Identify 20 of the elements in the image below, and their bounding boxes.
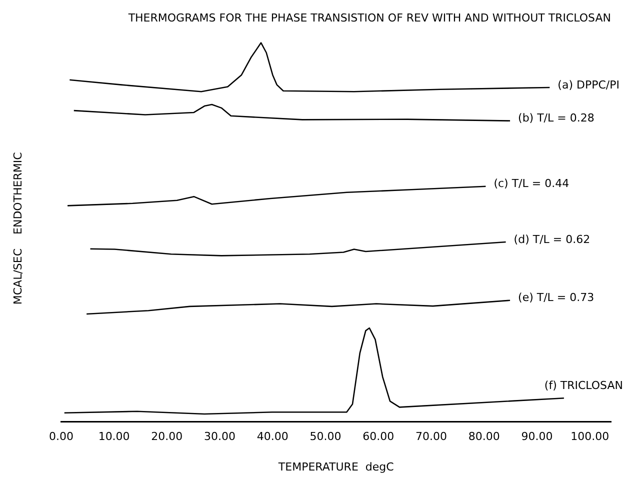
y-axis-title: MCAL/SEC ENDOTHERMIC: [11, 152, 24, 305]
x-tick-label: 90.00: [521, 430, 553, 444]
x-tick-label: 80.00: [468, 430, 500, 444]
series-label: (e) T/L = 0.73: [518, 291, 594, 304]
series-label: (f) TRICLOSAN: [544, 378, 623, 392]
x-tick-label: 20.00: [151, 430, 183, 444]
x-tick-label: 40.00: [256, 430, 288, 444]
series-label: (b) T/L = 0.28: [518, 112, 594, 125]
x-tick-label: 50.00: [310, 430, 342, 444]
x-tick-label: 70.00: [416, 430, 448, 444]
x-axis-title: TEMPERATURE degC: [277, 460, 394, 474]
x-tick-label: 60.00: [362, 430, 394, 444]
series-label: (c) T/L = 0.44: [494, 177, 570, 190]
series-label: (d) T/L = 0.62: [514, 232, 590, 246]
x-tick-label: 30.00: [204, 430, 236, 444]
x-tick-label: 0.00: [48, 430, 74, 444]
x-tick-label: 100.00: [570, 430, 610, 444]
x-tick-label: 10.00: [98, 430, 130, 444]
chart-title: THERMOGRAMS FOR THE PHASE TRANSISTION OF REV WITH AND WITHOUT TRICLOSAN: [127, 11, 611, 24]
series-label: (a) DPPC/PI: [558, 78, 620, 92]
